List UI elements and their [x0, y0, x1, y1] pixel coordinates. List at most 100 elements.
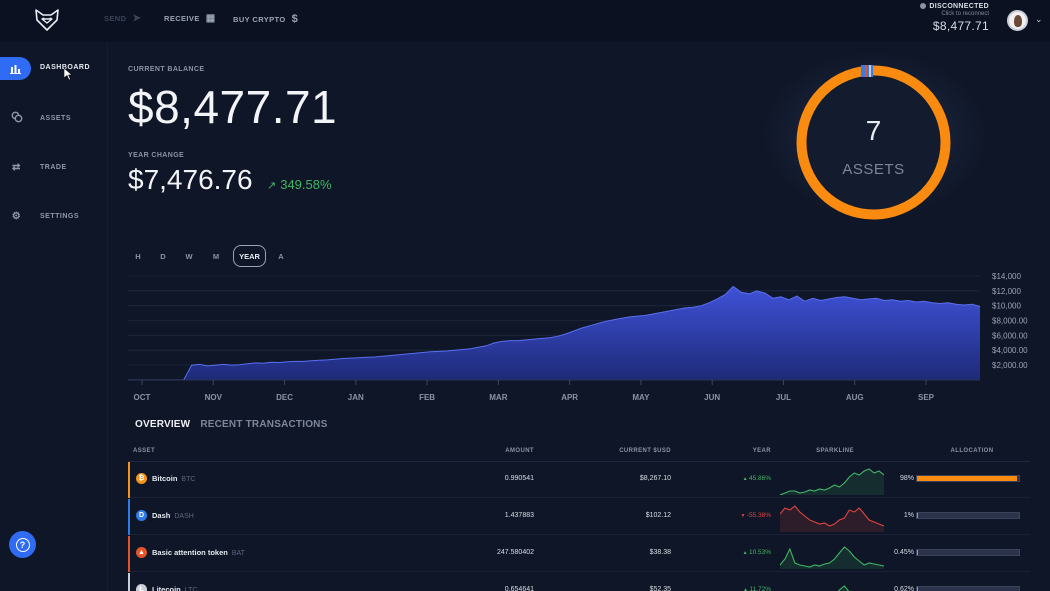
x-tick-label: SEP	[918, 393, 935, 402]
balance-label: CURRENT BALANCE	[128, 66, 205, 73]
asset-name-text: Bitcoin	[152, 474, 178, 483]
arrow-up-icon: ▲	[742, 476, 749, 482]
col-header-asset[interactable]: ASSET	[133, 448, 156, 454]
asset-usd-value: $38.38	[649, 549, 671, 556]
bar-chart-icon	[0, 57, 31, 80]
table-row[interactable]: Ł Litecoin LTC 0.654641 $52.35 ▲ 11.72% 0.62%	[128, 573, 1030, 591]
x-tick-label: JAN	[348, 393, 364, 402]
allocation-donut[interactable]	[795, 64, 952, 221]
timeframe-h[interactable]: H	[135, 251, 141, 261]
asset-count: 7	[865, 115, 882, 146]
asset-year-change-value: 11.72%	[749, 586, 771, 591]
asset-year-change-value: -55.38%	[746, 512, 771, 519]
asset-name: Bitcoin BTC	[152, 474, 195, 483]
arrow-down-icon: ▼	[740, 513, 747, 519]
table-header-divider	[128, 461, 1030, 462]
mouse-cursor-icon	[63, 67, 73, 84]
table-row[interactable]: ₿ Bitcoin BTC 0.990541 $8,267.10 ▲ 45.86% 98%	[128, 462, 1030, 498]
x-tick-label: JUL	[776, 393, 791, 402]
col-header-allocation[interactable]: ALLOCATION	[950, 448, 994, 454]
asset-year-change-value: 10.53%	[748, 549, 771, 556]
col-header-amount[interactable]: AMOUNT	[505, 448, 534, 454]
sparkline-line	[780, 546, 884, 568]
balance-area-series	[128, 286, 980, 380]
x-tick-label: JUN	[704, 393, 720, 402]
swap-icon: ⇄	[12, 161, 21, 173]
year-change-percent: ↗ 349.58%	[267, 177, 332, 192]
connection-status[interactable]: DISCONNECTED Click to reconnect $8,477.7…	[920, 3, 989, 33]
sidebar-item-assets[interactable]: ASSETS	[0, 105, 108, 131]
timeframe-m[interactable]: M	[212, 251, 220, 261]
chevron-down-icon[interactable]: ⌄	[1035, 14, 1043, 24]
sidebar-item-trade[interactable]: ⇄ TRADE	[0, 154, 108, 180]
sparkline	[780, 468, 884, 495]
asset-name-text: Dash	[152, 511, 171, 520]
allocation-percent: 98%	[899, 475, 914, 482]
sparkline	[780, 546, 884, 569]
status-dot-icon	[920, 3, 927, 10]
avatar[interactable]	[1007, 10, 1028, 31]
table-row[interactable]: ▲ Basic attention token BAT 247.580402 $38.3…	[128, 536, 1030, 572]
timeframe-d[interactable]: D	[160, 251, 166, 261]
help-button[interactable]: ?	[9, 531, 36, 558]
x-tick-label: DEC	[276, 393, 293, 402]
asset-name: Dash DASH	[152, 511, 194, 520]
buy-crypto-button[interactable]: BUY CRYPTO $	[233, 13, 298, 25]
timeframe-w[interactable]: W	[185, 251, 193, 261]
tab-recent-transactions[interactable]: RECENT TRANSACTIONS	[200, 419, 328, 430]
x-tick-label: APR	[561, 393, 578, 402]
asset-name-text: Basic attention token	[152, 548, 228, 557]
x-tick-label: AUG	[846, 393, 864, 402]
y-tick-label: $8,000.00	[992, 317, 1028, 326]
asset-year-change-value: 45.86%	[748, 475, 771, 482]
col-header-usd[interactable]: CURRENT $USD	[619, 448, 671, 454]
allocation-bar-fill	[917, 587, 918, 591]
sidebar-item-dashboard[interactable]: DASHBOARD	[0, 57, 108, 83]
sidebar-item-settings[interactable]: ⚙ SETTINGS	[0, 203, 108, 229]
x-tick-label: FEB	[419, 393, 435, 402]
reconnect-hint[interactable]: Click to reconnect	[941, 11, 989, 17]
connection-status-label: DISCONNECTED	[929, 3, 989, 10]
sparkline	[780, 505, 884, 532]
y-tick-label: $4,000.00	[992, 346, 1028, 355]
year-change-label: YEAR CHANGE	[128, 152, 185, 159]
year-change-value: $7,476.76	[128, 164, 253, 195]
sidebar: DASHBOARD ASSETS ⇄ TRADE ⚙ SETTINGS	[0, 42, 108, 591]
y-tick-label: $2,000.00	[992, 361, 1028, 370]
asset-amount: 247.580402	[497, 549, 534, 556]
nav-buy-label: BUY CRYPTO	[233, 14, 286, 24]
help-icon: ?	[15, 537, 30, 552]
row-accent-bar	[128, 536, 130, 572]
asset-amount: 0.990541	[504, 475, 534, 482]
x-tick-label: MAY	[632, 393, 650, 402]
bat-coin-icon: ▲	[136, 547, 147, 558]
sparkline-line	[780, 505, 884, 527]
asset-year-change: ▲ 10.53%	[711, 549, 771, 556]
asset-usd-value: $52.35	[649, 586, 671, 591]
sidebar-item-label: SETTINGS	[40, 212, 80, 220]
receive-button[interactable]: RECEIVE ▦	[164, 13, 216, 24]
allocation-percent: 0.45%	[894, 549, 914, 556]
asset-ticker: BAT	[231, 550, 245, 557]
fox-logo-icon[interactable]	[34, 8, 60, 32]
sidebar-item-label: ASSETS	[40, 114, 72, 122]
tab-bar: OVERVIEW RECENT TRANSACTIONS	[135, 419, 327, 430]
asset-year-change: ▼ -55.38%	[711, 512, 771, 519]
sidebar-item-label: DASHBOARD	[40, 64, 90, 71]
asset-ticker: BTC	[181, 476, 196, 483]
balance-chart[interactable]: $14,000 $12,000 $10,000 $8,000.00 $6,000.00 $…	[128, 270, 1048, 410]
current-balance: $8,477.71	[128, 81, 338, 133]
send-button[interactable]: SEND ➤	[104, 13, 141, 24]
sidebar-item-label: TRADE	[40, 163, 67, 171]
tab-overview[interactable]: OVERVIEW	[135, 419, 191, 430]
arrow-up-right-icon: ↗	[267, 180, 277, 192]
header-balance: $8,477.71	[932, 19, 989, 33]
timeframe-all[interactable]: A	[278, 251, 284, 261]
ltc-coin-icon: Ł	[136, 584, 147, 591]
col-header-year[interactable]: YEAR	[752, 448, 771, 454]
send-icon: ➤	[132, 13, 142, 24]
timeframe-year[interactable]: YEAR	[233, 245, 266, 267]
btc-coin-icon: ₿	[136, 473, 147, 484]
asset-amount: 0.654641	[504, 586, 534, 591]
table-row[interactable]: D Dash DASH 1.437883 $102.12 ▼ -55.38% 1%	[128, 499, 1030, 535]
